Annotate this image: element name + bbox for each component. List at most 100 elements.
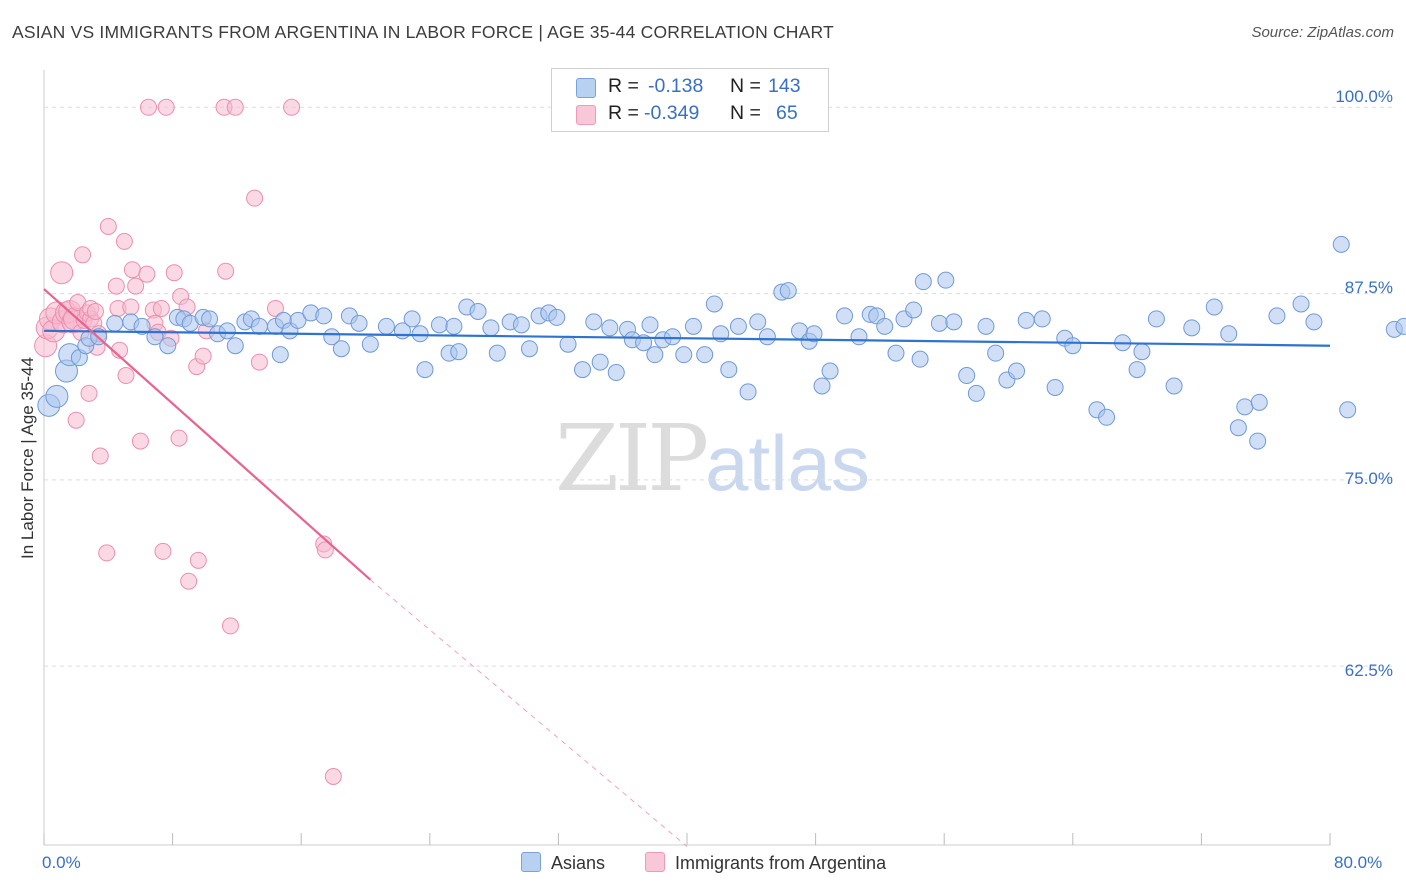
argentina-point — [226, 98, 244, 116]
argentina-point — [189, 551, 207, 569]
asians-swatch — [576, 78, 596, 98]
chart-source: Source: ZipAtlas.com — [1251, 24, 1394, 41]
argentina-point — [86, 302, 104, 320]
asians-point — [1046, 378, 1064, 396]
asians-point — [482, 319, 500, 337]
series-argentina-points — [34, 98, 342, 785]
argentina-point — [138, 265, 156, 283]
argentina-point — [266, 299, 284, 317]
asians-trend-line — [43, 329, 1331, 347]
argentina-point — [316, 541, 334, 559]
asians-point — [1064, 337, 1082, 355]
argentina-point — [131, 432, 149, 450]
asians-point — [548, 308, 566, 326]
argentina-point — [127, 277, 145, 295]
asians-point — [720, 361, 738, 379]
argentina-point — [152, 299, 170, 317]
asians-point — [416, 361, 434, 379]
asians-point — [159, 337, 177, 355]
asians-point — [323, 328, 341, 346]
argentina-point — [154, 542, 172, 560]
r-value: -0.138 — [648, 75, 704, 97]
asians-point — [403, 310, 421, 328]
asians-point — [1305, 313, 1323, 331]
asians-point — [430, 316, 448, 334]
asians-point — [977, 317, 995, 335]
asians-point — [1147, 310, 1165, 328]
argentina-point — [180, 572, 198, 590]
argentina-point — [99, 217, 117, 235]
asians-point — [250, 317, 268, 335]
argentina-point — [283, 98, 301, 116]
argentina-point — [246, 189, 264, 207]
watermark-zip: ZIP — [555, 405, 709, 512]
asians-point — [987, 344, 1005, 362]
n-value: 143 — [768, 75, 801, 97]
argentina-point — [250, 353, 268, 371]
argentina-swatch — [576, 105, 596, 125]
asians-point — [350, 314, 368, 332]
asians-point — [836, 307, 854, 325]
asians-point — [850, 328, 868, 346]
legend-item-argentina: Immigrants from Argentina — [645, 852, 886, 874]
y-tick-label-100: 100.0% — [1335, 87, 1393, 106]
argentina-point — [324, 767, 342, 785]
argentina-point — [80, 384, 98, 402]
asians-point — [646, 346, 664, 364]
argentina-point — [170, 429, 188, 447]
asians-point — [876, 317, 894, 335]
asians-point — [779, 282, 797, 300]
n-label: N = — [730, 102, 761, 124]
asians-point — [1250, 393, 1268, 411]
asians-point — [559, 335, 577, 353]
argentina-legend-swatch — [645, 852, 665, 872]
asians-point — [1395, 317, 1406, 335]
asians-point — [377, 317, 395, 335]
asians-legend-label: Asians — [551, 853, 606, 873]
argentina-trend-line — [43, 288, 372, 581]
argentina-point — [50, 261, 74, 285]
asians-point — [805, 325, 823, 343]
asians-point — [696, 346, 714, 364]
argentina-point — [74, 246, 92, 264]
asians-point — [664, 328, 682, 346]
asians-point — [45, 384, 69, 408]
argentina-trend-extension — [370, 579, 688, 847]
x-tick-label-min: 0.0% — [42, 853, 81, 872]
asians-point — [469, 302, 487, 320]
asians-point — [1332, 235, 1350, 253]
asians-point — [821, 362, 839, 380]
asians-point — [1133, 343, 1151, 361]
asians-point — [758, 328, 776, 346]
asians-point — [1220, 325, 1238, 343]
asians-point — [1268, 307, 1286, 325]
asians-point — [201, 310, 219, 328]
asians-point — [1339, 401, 1357, 419]
argentina-point — [115, 232, 133, 250]
x-tick-label-max: 80.0% — [1334, 853, 1383, 872]
argentina-point — [91, 447, 109, 465]
r-label: R = — [608, 75, 639, 97]
asians-point — [591, 353, 609, 371]
asians-point — [729, 317, 747, 335]
asians-point — [887, 344, 905, 362]
asians-point — [574, 361, 592, 379]
asians-point — [585, 313, 603, 331]
legend-item-asians: Asians — [521, 852, 605, 874]
asians-point — [1128, 361, 1146, 379]
asians-point — [1017, 311, 1035, 329]
argentina-point — [217, 262, 235, 280]
argentina-point — [194, 347, 212, 365]
n-value: 65 — [776, 102, 798, 124]
asians-point — [271, 346, 289, 364]
asians-point — [226, 337, 244, 355]
asians-point — [445, 317, 463, 335]
asians-point — [1229, 419, 1247, 437]
asians-point — [739, 383, 757, 401]
asians-point — [601, 319, 619, 337]
asians-point — [512, 316, 530, 334]
asians-point — [930, 314, 948, 332]
argentina-point — [117, 367, 135, 385]
series-asians-points — [37, 235, 1406, 450]
